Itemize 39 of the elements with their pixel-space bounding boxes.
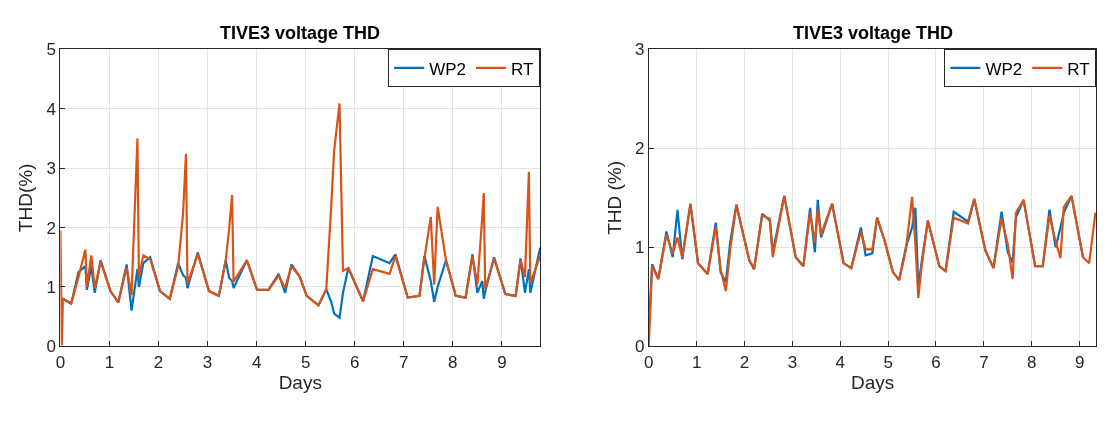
x-tick-label: 4 — [251, 352, 262, 372]
x-tick-label: 1 — [691, 352, 702, 372]
x-tick-label: 9 — [1074, 352, 1085, 372]
chart-title: TIVE3 voltage THD — [793, 23, 954, 43]
x-tick-label: 7 — [399, 352, 409, 372]
y-axis-title: THD (%) — [603, 160, 625, 235]
legend-label: RT — [1067, 59, 1090, 79]
y-tick-label: 3 — [46, 159, 56, 179]
y-tick-label: 0 — [46, 337, 56, 357]
x-tick-label: 8 — [448, 352, 458, 372]
line-series — [60, 102, 541, 347]
y-tick-label: 1 — [634, 238, 645, 258]
x-tick-label: 5 — [883, 352, 893, 372]
x-tick-label: 1 — [104, 352, 115, 372]
x-tick-label: 9 — [497, 352, 507, 372]
x-axis-title: Days — [850, 371, 895, 393]
x-tick-label: 8 — [1027, 352, 1037, 372]
x-tick-label: 4 — [835, 352, 845, 372]
x-axis-title: Days — [278, 371, 322, 393]
x-tick-label: 3 — [202, 352, 213, 372]
legend-label: WP2 — [429, 59, 467, 79]
x-tick-label: 2 — [153, 352, 164, 372]
legend-label: WP2 — [985, 59, 1023, 79]
y-tick-label: 5 — [46, 40, 56, 60]
y-tick-label: 1 — [46, 277, 56, 297]
x-tick-label: 5 — [300, 352, 311, 372]
y-tick-label: 0 — [634, 337, 645, 357]
x-tick-label: 2 — [739, 352, 750, 372]
y-tick-label: 4 — [46, 99, 56, 119]
y-axis-title: THD(%) — [15, 163, 37, 233]
legend-label: RT — [511, 59, 534, 79]
chart-title: TIVE3 voltage THD — [220, 23, 381, 43]
x-tick-label: 6 — [350, 352, 360, 372]
x-tick-label: 6 — [931, 352, 941, 372]
x-tick-label: 3 — [787, 352, 798, 372]
y-tick-label: 3 — [634, 40, 645, 60]
y-tick-label: 2 — [634, 139, 645, 159]
y-tick-label: 2 — [46, 218, 56, 238]
x-tick-label: 7 — [979, 352, 989, 372]
